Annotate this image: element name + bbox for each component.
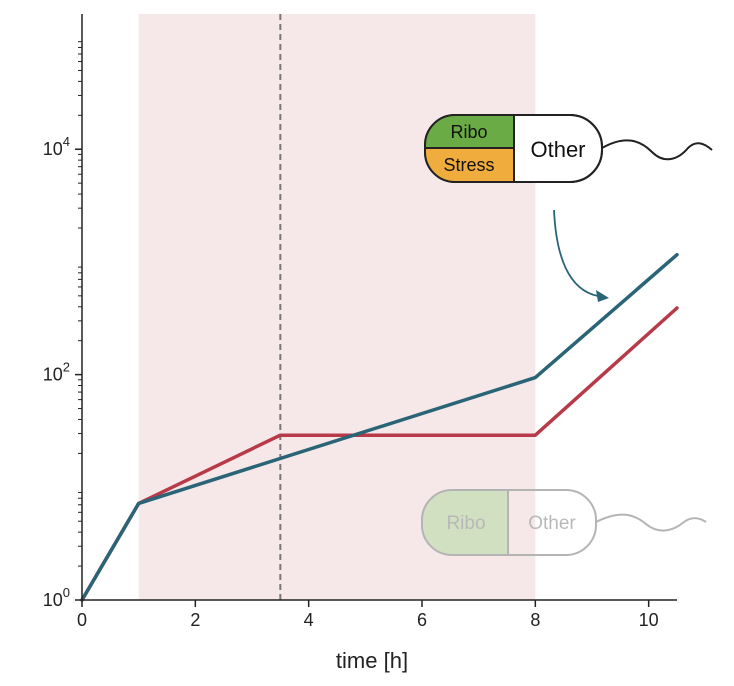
x-tick-label: 8 [530,610,540,630]
y-tick-label: 100 [43,585,70,610]
x-tick-label: 0 [77,610,87,630]
stressed-cell-illustration: Ribo Stress Other [425,115,712,182]
x-tick-label: 4 [304,610,314,630]
arrow-curve [554,210,598,296]
y-tick-label: 102 [43,360,70,385]
stressed-ribo-label: Ribo [450,122,487,142]
stressed-flagellum [602,140,712,159]
x-tick-label: 2 [190,610,200,630]
unstressed-other-label: Other [528,513,576,534]
stressed-other-label: Other [530,137,585,162]
transition-arrow [554,210,609,302]
y-tick-label: 104 [43,134,70,159]
x-axis-label: time [h] [336,648,408,673]
x-tick-label: 6 [417,610,427,630]
x-tick-label: 10 [639,610,659,630]
unstressed-flagellum [596,515,706,531]
stressed-stress-label: Stress [443,155,494,175]
arrow-head [596,290,609,302]
unstressed-cell-illustration: Ribo Other [422,490,706,555]
unstressed-ribo-label: Ribo [446,513,485,534]
plot-area [82,14,677,600]
